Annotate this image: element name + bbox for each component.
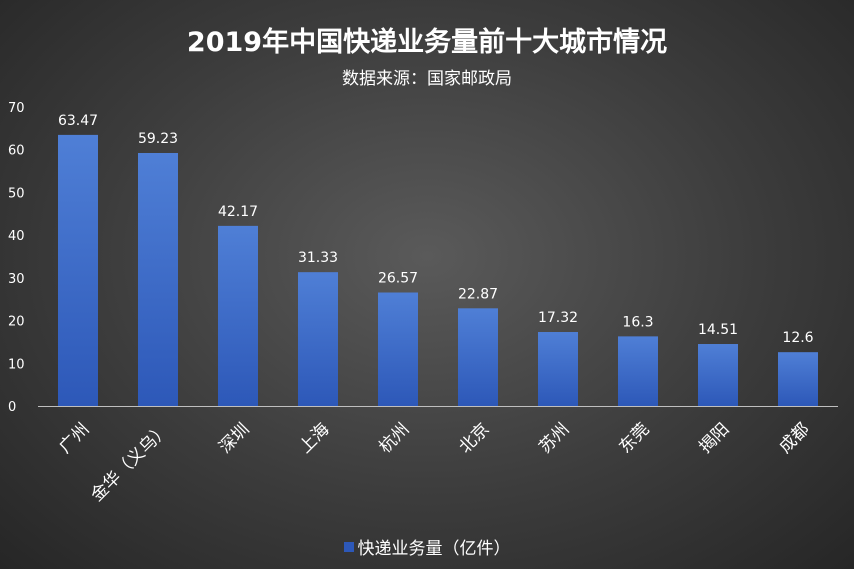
y-tick-label: 50 xyxy=(8,186,25,201)
bar xyxy=(298,272,338,406)
data-label: 31.33 xyxy=(298,250,338,266)
y-tick-label: 20 xyxy=(8,315,25,330)
chart-subtitle: 数据来源：国家邮政局 xyxy=(342,69,512,89)
legend-swatch xyxy=(343,542,354,552)
data-label: 16.3 xyxy=(622,314,653,330)
bar xyxy=(538,332,578,406)
y-tick-label: 70 xyxy=(8,101,25,116)
category-label: 北京 xyxy=(455,419,493,457)
category-label: 广州 xyxy=(55,419,93,457)
y-tick-label: 40 xyxy=(8,229,25,244)
data-label: 12.6 xyxy=(782,330,813,346)
category-label: 揭阳 xyxy=(695,419,733,457)
bars xyxy=(58,134,818,406)
bar xyxy=(378,292,418,406)
bar xyxy=(218,225,258,406)
data-label: 17.32 xyxy=(538,310,578,326)
legend-label: 快递业务量（亿件） xyxy=(357,539,511,559)
bar xyxy=(58,134,98,406)
bar xyxy=(138,153,178,406)
bar xyxy=(618,336,658,406)
y-tick-label: 10 xyxy=(8,357,25,372)
category-label: 深圳 xyxy=(215,419,253,457)
data-label: 59.23 xyxy=(138,131,178,147)
y-tick-label: 0 xyxy=(8,400,16,415)
category-label: 苏州 xyxy=(535,419,573,457)
category-label: 成都 xyxy=(775,419,813,457)
data-label: 26.57 xyxy=(378,271,418,287)
category-label: 杭州 xyxy=(375,419,413,457)
bar xyxy=(698,344,738,406)
data-label: 42.17 xyxy=(218,204,258,220)
data-labels: 63.47 59.23 42.17 31.33 26.57 22.87 17.32 16.3 1… xyxy=(58,113,814,346)
data-label: 63.47 xyxy=(58,113,98,129)
category-label: 金华（义乌） xyxy=(87,419,173,505)
category-label: 东莞 xyxy=(615,419,653,457)
legend: 快递业务量（亿件） xyxy=(0,534,854,559)
bar xyxy=(458,308,498,406)
data-label: 14.51 xyxy=(698,322,738,338)
bar xyxy=(778,352,818,406)
data-label: 22.87 xyxy=(458,286,498,302)
chart-title: 2019年中国快递业务量前十大城市情况 xyxy=(186,27,668,58)
y-tick-label: 30 xyxy=(8,272,25,287)
y-tick-label: 60 xyxy=(8,144,25,159)
y-axis-ticks: 0 10 20 30 40 50 60 70 xyxy=(8,101,25,415)
category-label: 上海 xyxy=(295,419,333,457)
